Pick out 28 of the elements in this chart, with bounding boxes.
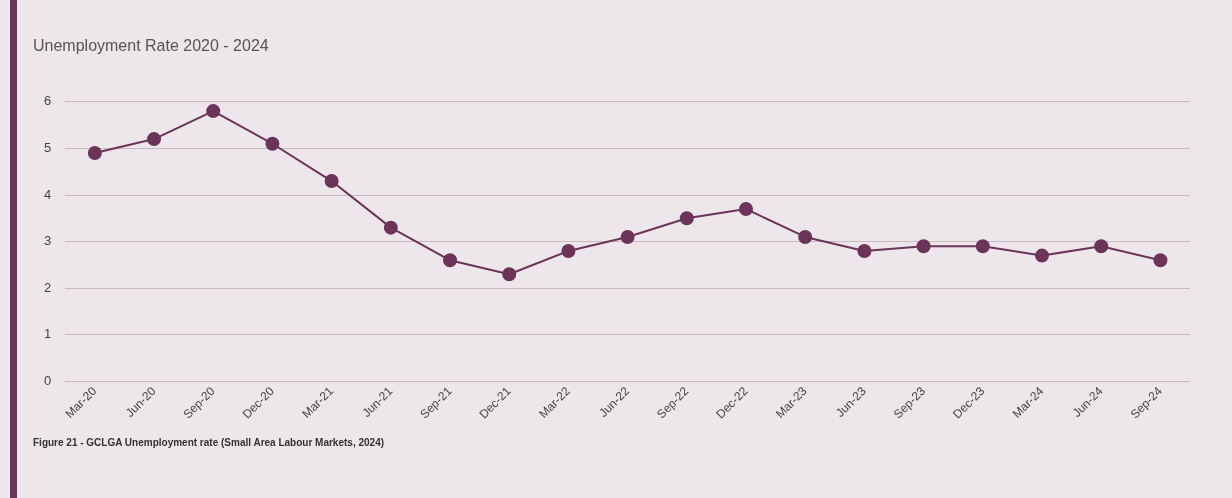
- point: [975, 239, 990, 254]
- point: [620, 229, 635, 244]
- point: [206, 104, 221, 119]
- chart-title: Unemployment Rate 2020 - 2024: [33, 37, 269, 55]
- point: [265, 136, 280, 151]
- point: [1035, 248, 1049, 263]
- point: [561, 243, 576, 258]
- point: [1153, 253, 1168, 268]
- point: [739, 202, 754, 216]
- point: [857, 243, 872, 258]
- point: [383, 220, 398, 235]
- caption: Figure 21 - GCLGA Unemployment rate (Small Area Labour Markets, 2024): [33, 437, 385, 448]
- point: [502, 267, 517, 282]
- point: [1094, 239, 1109, 254]
- y-tick-label: 1: [44, 326, 52, 342]
- point: [147, 132, 162, 147]
- point: [87, 146, 102, 161]
- y-tick-label: 5: [44, 139, 52, 155]
- y-tick-label: 2: [44, 279, 52, 295]
- point: [798, 229, 813, 244]
- y-tick-label: 4: [44, 186, 52, 202]
- point: [324, 174, 339, 189]
- point: [679, 211, 694, 226]
- point: [443, 253, 458, 268]
- y-tick-label: 3: [44, 233, 52, 249]
- y-tick-label: 6: [44, 93, 52, 109]
- y-tick-label: 0: [44, 373, 52, 389]
- point: [916, 239, 931, 254]
